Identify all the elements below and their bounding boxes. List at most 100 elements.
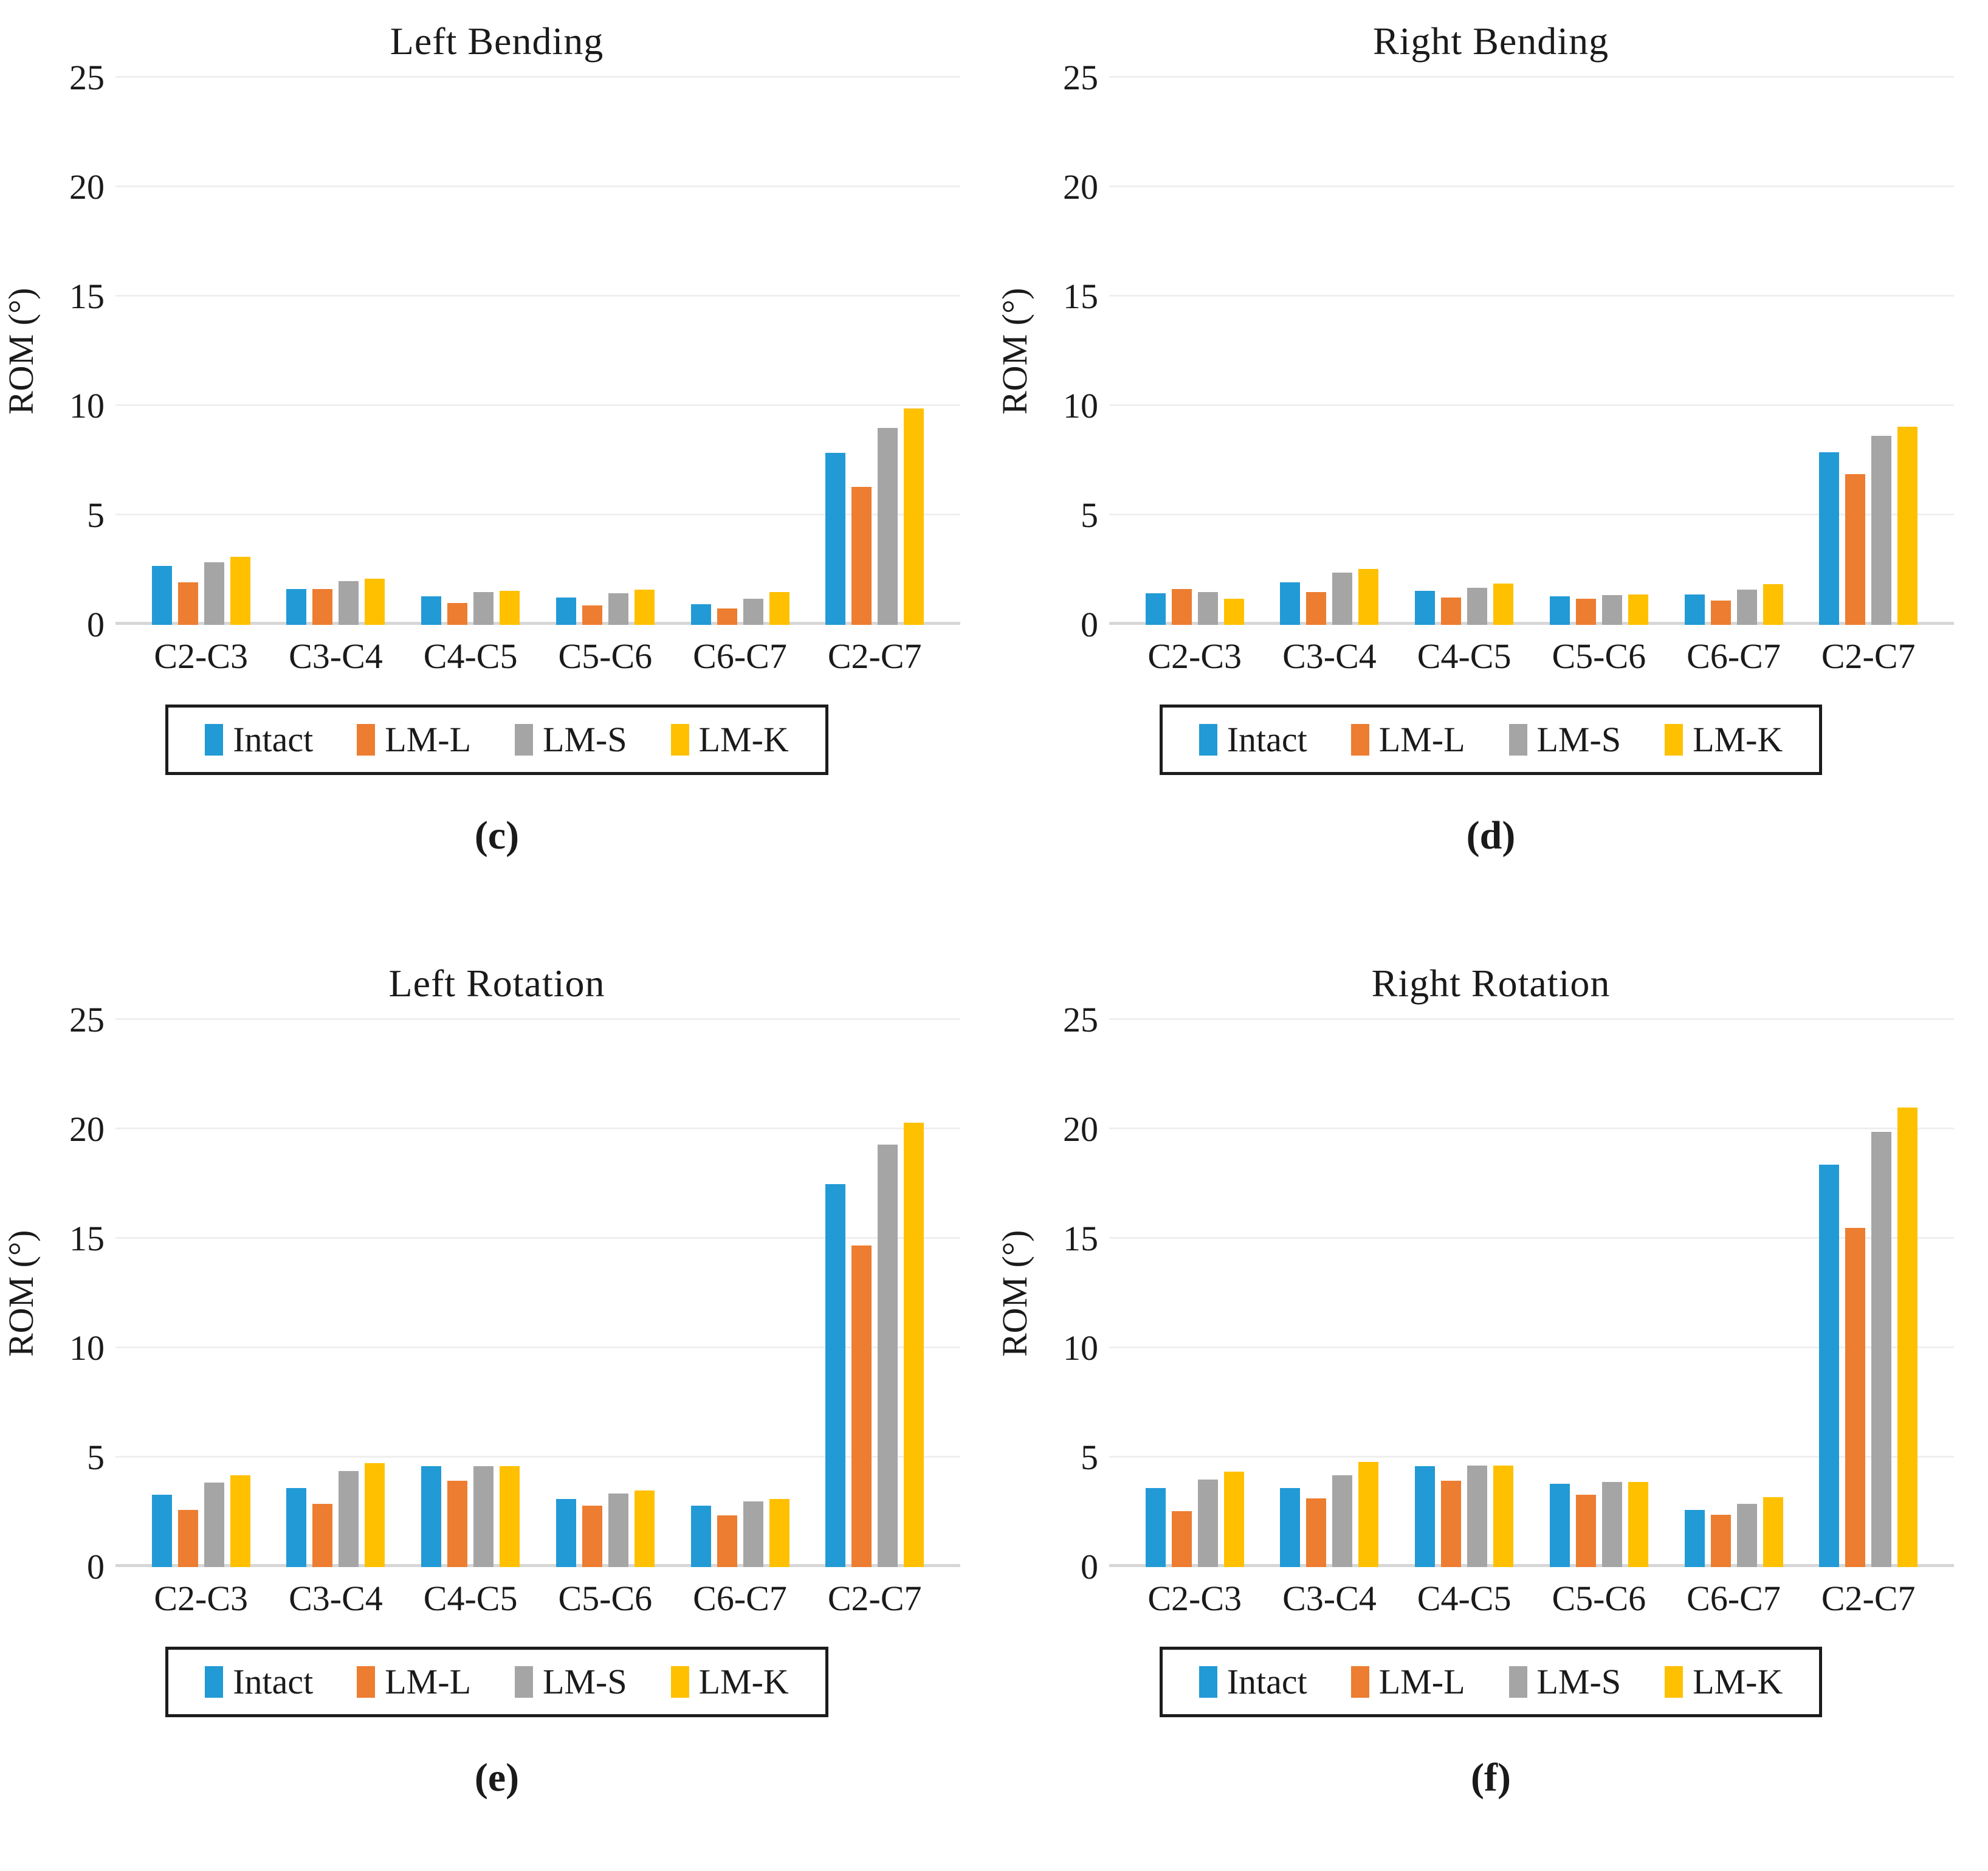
y-tick-label: 10 [69,1328,105,1368]
y-tick-label: 0 [1081,1547,1098,1587]
y-tick-label: 25 [69,1000,105,1039]
legend-color-chip [205,1666,224,1698]
x-category-label: C6-C7 [1687,1579,1781,1618]
x-category-label: C5-C6 [1552,636,1646,676]
legend-item-lm-s: LM-S [515,722,627,757]
legend-label: LM-S [1536,720,1622,759]
gridline [1109,76,1954,78]
legend-item-lm-l: LM-L [357,722,471,757]
gridline [115,1018,960,1020]
legend-item-lm-s: LM-S [1508,1664,1621,1700]
bar-lm-k-c2-c7 [904,408,924,625]
bar-lm-s-c2-c7 [878,1145,898,1567]
legend-item-intact: Intact [205,1664,313,1700]
bar-lm-l-c2-c3 [177,1510,198,1567]
bar-group-c2-c3 [1145,78,1244,625]
gridline [1109,1346,1954,1348]
bar-intact-c6-c7 [690,604,711,625]
y-tick-label: 10 [1063,1328,1098,1368]
legend-item-lm-k: LM-K [1665,1664,1783,1700]
x-category-label: C6-C7 [693,636,787,676]
bar-lm-l-c3-c4 [1306,1498,1327,1567]
bar-lm-k-c4-c5 [500,591,520,625]
bar-lm-s-c4-c5 [473,1466,494,1567]
legend-label: LM-K [698,720,789,759]
x-category-label: C2-C7 [1821,1579,1916,1618]
bar-lm-k-c3-c4 [365,1463,385,1567]
y-axis-title: ROM (°) [1,1230,41,1357]
bar-lm-k-c6-c7 [1763,1497,1783,1567]
legend-item-intact: Intact [1199,1664,1307,1700]
bar-lm-k-c2-c3 [1223,598,1244,625]
bar-intact-c5-c6 [1549,1484,1570,1567]
bar-intact-c2-c3 [1145,1488,1166,1567]
bar-lm-l-c5-c6 [582,605,602,625]
bar-group-c4-c5 [1415,1020,1514,1567]
bar-lm-s-c2-c7 [878,428,898,625]
bar-lm-k-c6-c7 [1763,584,1783,625]
y-tick-label: 15 [1063,1219,1098,1258]
bar-lm-k-c2-c3 [230,1475,250,1567]
panel-letter: (d) [1466,813,1516,858]
x-axis-line [1109,1564,1954,1567]
x-category-label: C2-C7 [827,636,922,676]
bar-intact-c5-c6 [555,598,576,625]
legend-label: LM-S [543,1662,627,1701]
x-category-label: C2-C3 [1147,1579,1242,1618]
bar-group-c5-c6 [1549,78,1648,625]
x-axis-labels: C2-C3 C3-C4 C4-C5 C5-C6 C6-C7 C2-C7 [1109,636,1954,677]
x-category-label: C3-C4 [1282,636,1377,676]
bar-intact-c2-c7 [1819,1164,1840,1567]
legend-color-chip [1508,724,1527,756]
x-category-label: C6-C7 [693,1579,787,1618]
y-tick-label: 5 [1081,495,1098,535]
bar-lm-l-c4-c5 [447,1480,468,1567]
bar-group-c2-c7 [825,78,924,625]
chart-body: ROM (°) 0 5 10 15 20 25 [994,60,1988,643]
legend-item-lm-l: LM-L [1350,720,1465,759]
bar-lm-l-c3-c4 [312,1503,333,1567]
legend-item-intact: Intact [205,722,313,757]
chart-body: ROM (°) 0 5 10 15 20 25 [0,1002,994,1585]
y-tick-label: 20 [1063,1109,1098,1149]
x-axis-labels: C2-C3 C3-C4 C4-C5 C5-C6 C6-C7 C2-C7 [115,1578,960,1619]
legend-color-chip [515,724,533,756]
bar-lm-l-c4-c5 [1441,1480,1462,1567]
bar-intact-c2-c3 [151,1495,172,1567]
bar-lm-k-c2-c3 [230,557,250,625]
y-tick-label: 0 [1081,605,1098,644]
y-tick-label: 10 [69,386,105,426]
panel-letter: (c) [474,813,520,858]
bar-intact-c5-c6 [1549,596,1570,625]
bar-group-c3-c4 [1280,78,1379,625]
gridline [115,514,960,515]
legend-label: Intact [233,720,314,759]
gridline [1109,514,1954,515]
bar-lm-s-c2-c3 [204,562,224,625]
bar-lm-s-c5-c6 [1601,1481,1622,1567]
x-axis-line [115,622,960,625]
bar-lm-s-c4-c5 [473,592,494,625]
gridline [115,1237,960,1239]
chart-title: Left Rotation [388,962,605,1005]
bar-group-c3-c4 [1280,1020,1379,1567]
y-tick-label: 10 [1063,386,1098,426]
gridline [115,404,960,406]
legend-label: LM-L [1378,720,1465,759]
y-tick-label: 20 [69,167,105,207]
gridline [1109,1237,1954,1239]
bar-intact-c2-c7 [825,1184,846,1567]
bar-group-c4-c5 [421,78,520,625]
bar-intact-c2-c3 [151,565,172,625]
y-tick-label: 25 [69,58,105,97]
bar-intact-c2-c7 [1819,452,1840,625]
bar-lm-k-c5-c6 [1628,594,1648,625]
bar-group-c6-c7 [1684,1020,1783,1567]
y-tick-label: 15 [69,1219,105,1258]
bar-lm-k-c5-c6 [1628,1481,1648,1567]
bar-lm-s-c4-c5 [1467,1465,1488,1567]
gridline [115,295,960,297]
chart-title: Right Rotation [1371,962,1611,1005]
gridline [1109,1128,1954,1129]
gridline [1109,1018,1954,1020]
